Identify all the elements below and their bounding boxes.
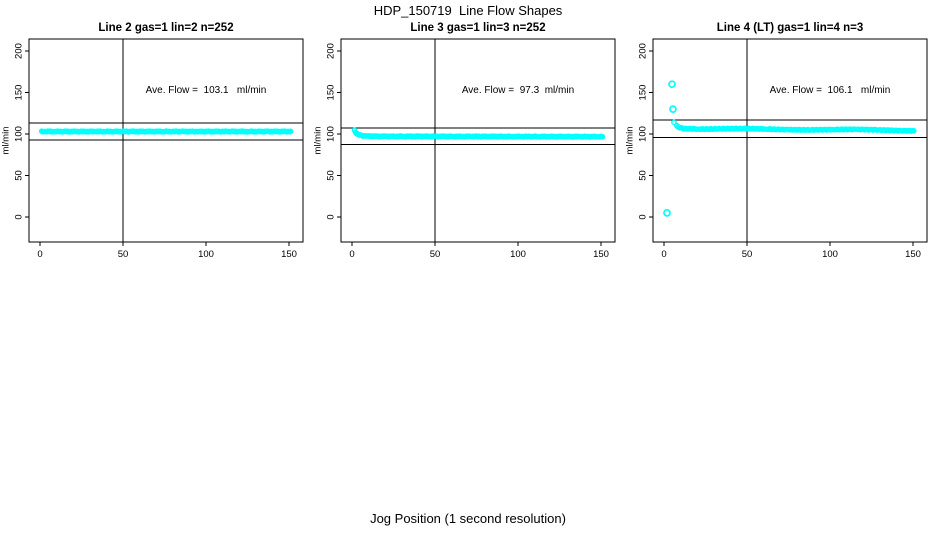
y-tick-label: 0 xyxy=(14,214,25,219)
panel-line2: Line 2 gas=1 lin=2 n=252 0 50 100 150 200 0 50… xyxy=(0,0,312,290)
x-axis-label: Jog Position (1 second resolution) xyxy=(370,511,566,526)
x-tick-label: 0 xyxy=(37,249,42,260)
ave-flow-annotation: Ave. Flow = 103.1 ml/min xyxy=(145,85,267,96)
x-tick-label: 150 xyxy=(905,249,921,260)
figure-title: HDP_150719 Line Flow Shapes xyxy=(373,3,563,18)
y-tick-label: 100 xyxy=(14,126,25,142)
x-tick-label: 100 xyxy=(510,249,526,260)
y-tick-label: 100 xyxy=(638,126,649,142)
x-tick-label: 100 xyxy=(822,249,838,260)
plot-box xyxy=(340,38,616,243)
panel-title: Line 2 gas=1 lin=2 n=252 xyxy=(98,22,234,34)
y-tick-label: 0 xyxy=(326,214,337,219)
x-tick-label: 150 xyxy=(593,249,609,260)
x-tick-label: 0 xyxy=(661,249,666,260)
x-tick-label: 50 xyxy=(742,249,753,260)
y-tick-label: 150 xyxy=(638,85,649,101)
x-tick-label: 50 xyxy=(118,249,129,260)
data-point xyxy=(671,119,677,126)
x-tick-label: 100 xyxy=(198,249,214,260)
y-tick-label: 100 xyxy=(326,126,337,142)
y-tick-label: 200 xyxy=(638,43,649,59)
y-tick-label: 50 xyxy=(14,170,25,181)
panel-line4: Line 4 (LT) gas=1 lin=4 n=3 0 50 100 150 200… xyxy=(624,0,936,290)
y-axis-label: ml/min xyxy=(1,127,12,155)
y-axis-label: ml/min xyxy=(625,127,636,155)
y-tick-label: 50 xyxy=(638,170,649,181)
panel-line3: Line 3 gas=1 lin=3 n=252 0 50 100 150 200 0 50… xyxy=(312,0,624,290)
plot-box xyxy=(28,38,304,243)
panel-title: Line 3 gas=1 lin=3 n=252 xyxy=(410,22,546,34)
plot-box xyxy=(652,38,928,243)
y-tick-label: 150 xyxy=(326,85,337,101)
y-tick-label: 200 xyxy=(326,43,337,59)
outlier-point xyxy=(668,80,676,89)
ave-flow-annotation: Ave. Flow = 106.1 ml/min xyxy=(769,85,891,96)
y-tick-label: 150 xyxy=(14,85,25,101)
data-point xyxy=(911,127,917,134)
y-tick-label: 0 xyxy=(638,214,649,219)
outlier-point xyxy=(663,209,671,217)
data-point xyxy=(287,128,294,135)
data-point xyxy=(599,133,606,140)
y-tick-label: 50 xyxy=(326,170,337,181)
scatter-plot-line3: 0 50 100 150 200 0 50 100 150 ml/min xyxy=(313,38,616,260)
scatter-plot-line2: 0 50 100 150 200 0 50 100 150 ml/min xyxy=(1,38,304,260)
ave-flow-annotation: Ave. Flow = 97.3 ml/min xyxy=(461,85,575,96)
panel-title: Line 4 (LT) gas=1 lin=4 n=3 xyxy=(716,22,864,34)
outlier-point xyxy=(669,105,677,113)
y-axis-label: ml/min xyxy=(313,127,324,155)
scatter-plot-line4: 0 50 100 150 200 0 50 100 150 ml/min xyxy=(625,38,928,260)
x-tick-label: 150 xyxy=(281,249,297,260)
x-tick-label: 50 xyxy=(430,249,441,260)
x-tick-label: 0 xyxy=(349,249,354,260)
y-tick-label: 200 xyxy=(14,43,25,59)
